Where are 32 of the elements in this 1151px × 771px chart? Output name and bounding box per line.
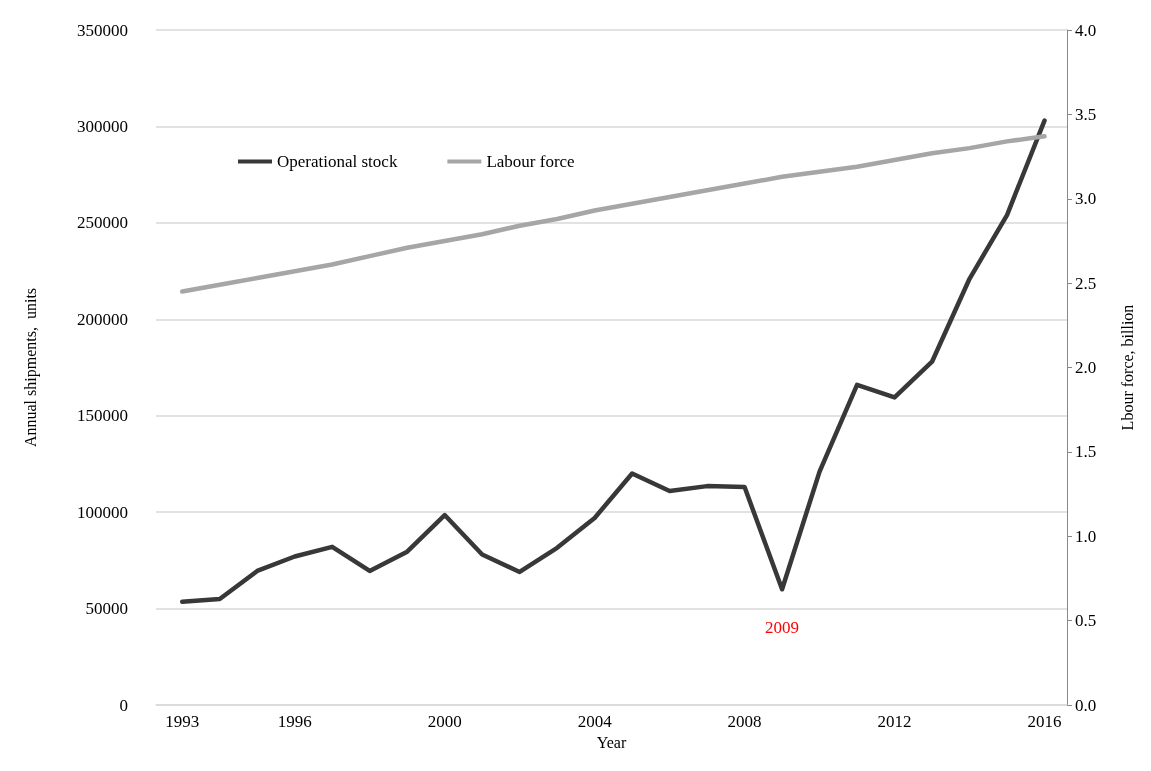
- y2-axis-title: Lbour force, billion: [1118, 304, 1136, 431]
- x-tick-label: 2004: [577, 712, 613, 731]
- y2-tick-label: 2.5: [1075, 273, 1097, 293]
- x-tick-label: 1996: [277, 712, 312, 731]
- y-tick-label: 250000: [77, 213, 128, 233]
- y2-tick-label: 4.0: [1075, 20, 1097, 40]
- y2-tick-label: 2.0: [1075, 358, 1097, 377]
- y-tick-label: 50000: [85, 599, 128, 619]
- y2-tick-label: 1.5: [1075, 442, 1097, 462]
- y2-tick-label: 3.0: [1075, 189, 1097, 209]
- legend-label: Operational stock: [277, 152, 398, 171]
- y-axis-title: Annual shipments, units: [21, 287, 40, 448]
- x-axis-title: Year: [596, 734, 627, 752]
- y-tick-label: 100000: [77, 502, 128, 522]
- x-tick-label: 2000: [427, 712, 462, 731]
- y2-tick-label: 0.0: [1075, 695, 1097, 715]
- y-tick-label: 350000: [77, 20, 128, 40]
- y-tick-label: 0: [119, 695, 128, 715]
- y2-tick-label: 0.5: [1075, 611, 1097, 631]
- line-series: [179, 134, 1047, 294]
- y2-tick-label: 3.5: [1075, 104, 1097, 124]
- x-tick-label: 2016: [1027, 712, 1062, 731]
- y-tick-label: 150000: [77, 406, 128, 426]
- x-tick-label: 2008: [727, 712, 762, 731]
- x-tick-label: 1993: [165, 712, 200, 731]
- y-tick-label: 300000: [77, 116, 128, 136]
- legend-label: Labour force: [486, 152, 575, 171]
- annotation: 2009: [765, 618, 800, 638]
- x-tick-label: 2012: [877, 712, 912, 731]
- y2-tick-label: 1.0: [1075, 526, 1097, 546]
- line-series: [179, 118, 1047, 605]
- y-tick-label: 200000: [77, 309, 128, 329]
